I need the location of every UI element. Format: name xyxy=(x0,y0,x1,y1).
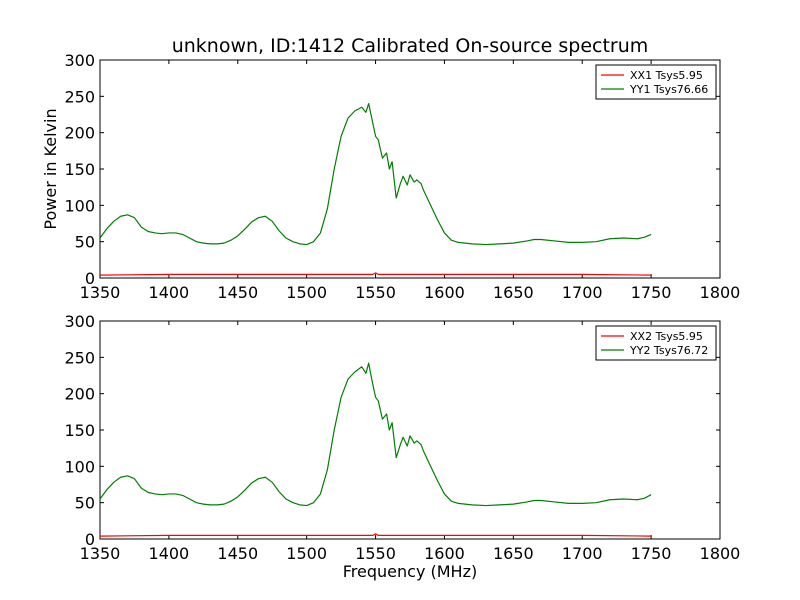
x-tick-label: 1750 xyxy=(631,544,672,563)
x-tick-label: 1500 xyxy=(286,544,327,563)
y-tick-label: 0 xyxy=(85,530,95,549)
y-tick-label: 150 xyxy=(64,160,95,179)
y-tick-label: 100 xyxy=(64,457,95,476)
series-line-2 xyxy=(99,362,652,507)
legend-box xyxy=(595,64,717,100)
y-tick-label: 200 xyxy=(64,124,95,143)
x-tick-label: 1450 xyxy=(217,544,258,563)
y-tick-label: 50 xyxy=(75,233,95,252)
y-tick-label: 300 xyxy=(64,51,95,70)
chart-title: unknown, ID:1412 Calibrated On-source sp… xyxy=(172,35,649,57)
panel-2: 1350 1400 1450 1500 1550 1600 1650 1700 1750 1800… xyxy=(64,312,740,581)
x-tick-label: 1600 xyxy=(424,544,465,563)
x-tick-label: 1800 xyxy=(700,544,741,563)
x-tick-label: 1700 xyxy=(562,283,603,302)
x-tick-label: 1550 xyxy=(355,544,396,563)
x-tick-label: 1700 xyxy=(562,544,603,563)
y-tick-label: 50 xyxy=(75,494,95,513)
x-tick-label: 1400 xyxy=(149,544,190,563)
x-tick-label: 1450 xyxy=(217,283,258,302)
x-tick-label: 1650 xyxy=(493,283,534,302)
x-tick-label: 1400 xyxy=(149,283,190,302)
y-tick-label: 250 xyxy=(64,348,95,367)
y-tick-label: 0 xyxy=(85,269,95,288)
x-tick-label: 1750 xyxy=(631,283,672,302)
x-tick-label: 1600 xyxy=(424,283,465,302)
legend-entry: XX1 Tsys5.95 xyxy=(630,69,703,82)
x-tick-label: 1350 xyxy=(80,283,121,302)
y-tick-label: 250 xyxy=(64,87,95,106)
y-tick-label: 300 xyxy=(64,312,95,331)
x-axis-label: Frequency (MHz) xyxy=(343,562,477,581)
series-line-2 xyxy=(99,102,652,246)
legend-entry: YY2 Tsys76.72 xyxy=(629,344,708,357)
y-tick-label: 150 xyxy=(64,421,95,440)
legend-entry: YY1 Tsys76.66 xyxy=(629,83,708,96)
legend-entry: XX2 Tsys5.95 xyxy=(630,330,703,343)
x-tick-label: 1550 xyxy=(355,283,396,302)
y-axis-label: Power in Kelvin xyxy=(41,108,60,229)
y-tick-label: 200 xyxy=(64,385,95,404)
legend-box xyxy=(595,325,717,361)
x-tick-label: 1800 xyxy=(700,283,741,302)
x-tick-label: 1350 xyxy=(80,544,121,563)
series-line-1 xyxy=(99,272,652,276)
series-line-1 xyxy=(99,533,652,537)
x-tick-label: 1500 xyxy=(286,283,327,302)
x-tick-label: 1650 xyxy=(493,544,534,563)
panel-1: 1350 1400 1450 1500 1550 1600 1650 1700 1750 1800… xyxy=(41,35,740,302)
y-tick-label: 100 xyxy=(64,196,95,215)
